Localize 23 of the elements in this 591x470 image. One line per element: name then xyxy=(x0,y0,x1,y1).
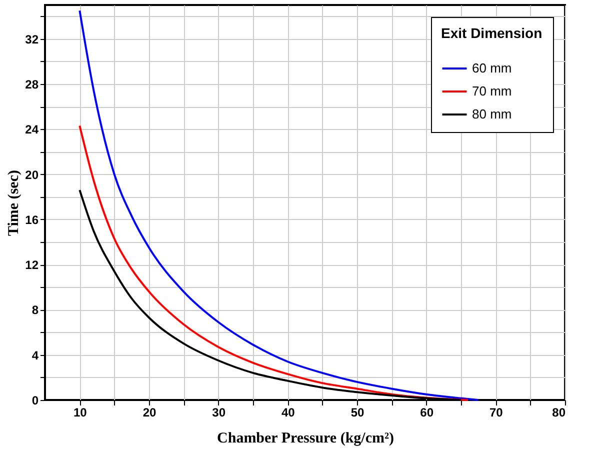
y-tick-label: 4 xyxy=(32,348,39,362)
x-tick-label: 80 xyxy=(552,406,566,420)
y-tick-label: 28 xyxy=(25,78,39,92)
legend-title: Exit Dimension xyxy=(441,25,542,41)
y-tick-label: 20 xyxy=(25,168,39,182)
y-axis-title: Time (sec) xyxy=(6,170,22,236)
x-tick-label: 30 xyxy=(212,406,226,420)
x-tick-label: 40 xyxy=(281,406,296,420)
y-tick-label: 24 xyxy=(25,122,39,137)
legend-label: 80 mm xyxy=(472,106,512,122)
x-axis-title: Chamber Pressure (kg/cm²) xyxy=(217,430,394,446)
x-tick-label: 50 xyxy=(350,406,364,420)
x-tick-label: 10 xyxy=(73,406,88,420)
legend-label: 70 mm xyxy=(472,84,512,98)
x-tick-label: 60 xyxy=(420,406,434,420)
x-tick-label: 20 xyxy=(142,406,156,420)
y-tick-label: 0 xyxy=(32,394,39,408)
y-tick-label: 32 xyxy=(25,32,39,46)
x-tick-label: 70 xyxy=(489,406,504,420)
y-tick-label: 12 xyxy=(25,258,39,272)
legend-label: 60 mm xyxy=(472,60,512,76)
y-tick-label: 8 xyxy=(32,303,39,318)
y-tick-label: 16 xyxy=(25,212,39,227)
